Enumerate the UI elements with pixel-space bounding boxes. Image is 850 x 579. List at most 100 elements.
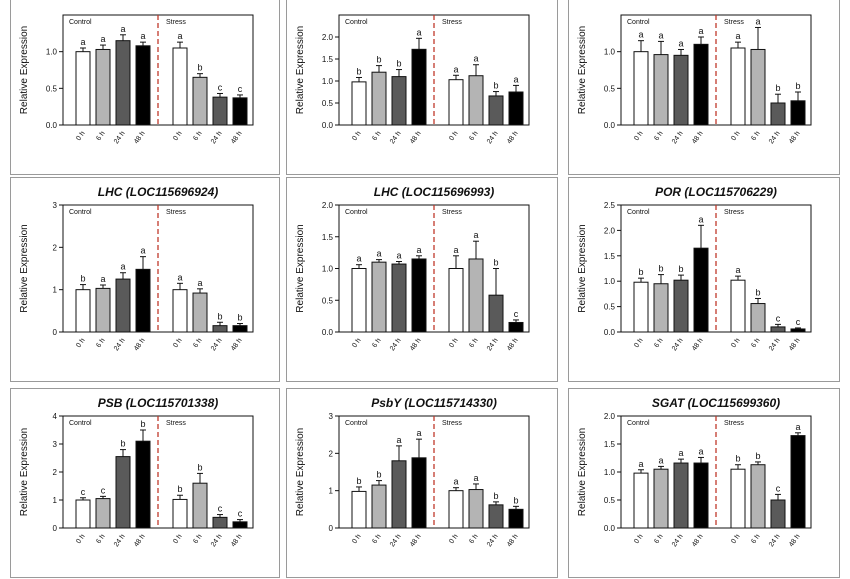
x-tick-label: 48 h (133, 337, 147, 352)
significance-letter: a (678, 38, 683, 48)
bar (411, 258, 427, 333)
y-tick-label: 1.5 (604, 440, 616, 449)
chart-svg: LHC (LOC115696993) 0.0 0.5 1.0 1.5 2.0 Relativ… (295, 185, 530, 352)
y-tick-label: 1.0 (604, 468, 616, 477)
group-label: Control (627, 420, 650, 427)
significance-letter: b (376, 55, 381, 65)
x-tick-label: 24 h (389, 337, 403, 352)
x-tick-label: 6 h (750, 130, 761, 142)
x-tick-label: 6 h (192, 130, 203, 142)
x-tick-label: 0 h (448, 533, 459, 545)
bar (351, 490, 367, 529)
significance-letter: a (80, 37, 85, 47)
x-tick-label: 24 h (768, 533, 782, 548)
group-label: Stress (442, 19, 462, 26)
chart-title: PsbY (LOC115714330) (371, 396, 497, 410)
y-tick-label: 2.0 (322, 33, 334, 42)
y-axis-label: Relative Expression (577, 224, 588, 312)
x-tick-label: 6 h (371, 337, 382, 349)
chart-title: SGAT (LOC115699360) (652, 396, 780, 410)
x-tick-label: 0 h (730, 130, 741, 142)
x-tick-label: 48 h (230, 130, 244, 145)
significance-letter: b (755, 287, 760, 297)
bar (232, 521, 248, 529)
significance-letter: a (473, 473, 478, 483)
significance-letter: c (81, 487, 86, 497)
x-tick-label: 48 h (691, 130, 705, 145)
x-tick-label: 48 h (506, 337, 520, 352)
significance-letter: b (493, 491, 498, 501)
y-axis-label: Relative Expression (577, 428, 588, 516)
significance-letter: a (453, 64, 458, 74)
significance-letter: b (120, 439, 125, 449)
significance-letter: a (376, 249, 381, 259)
y-tick-label: 2.0 (604, 412, 616, 421)
y-tick-label: 0.0 (604, 121, 616, 130)
significance-letter: a (416, 245, 421, 255)
significance-letter: b (217, 311, 222, 321)
significance-letter: a (735, 265, 740, 275)
x-tick-label: 24 h (486, 130, 500, 145)
y-tick-label: 1.0 (322, 265, 334, 274)
bar (212, 516, 228, 529)
chart-panel: 0.0 0.5 1.0 Relative Expression Control a 0 h a… (568, 0, 840, 175)
x-tick-label: 0 h (172, 337, 183, 349)
bar (192, 292, 208, 333)
bar (770, 499, 786, 529)
significance-letter: b (775, 83, 780, 93)
x-tick-label: 48 h (230, 337, 244, 352)
x-tick-label: 6 h (653, 337, 664, 349)
chart-svg: PSB (LOC115701338) 0 1 2 3 4 Relative Expressi… (19, 396, 254, 548)
x-tick-label: 0 h (75, 337, 86, 349)
bar (135, 45, 151, 126)
bar (192, 482, 208, 529)
y-tick-label: 1.0 (604, 48, 616, 57)
chart-svg: LHC (LOC115696924) 0 1 2 3 Relative Expressio… (19, 185, 254, 352)
bar (448, 490, 464, 529)
y-tick-label: 2 (53, 243, 58, 252)
bar (95, 48, 111, 126)
x-tick-label: 6 h (95, 533, 106, 545)
group-label: Stress (724, 420, 744, 427)
bar (75, 499, 91, 529)
y-axis-label: Relative Expression (295, 428, 306, 516)
chart-panel: 0.0 0.5 1.0 Relative Expression Control a 0 h a… (10, 0, 280, 175)
x-tick-label: 24 h (768, 337, 782, 352)
x-tick-label: 6 h (371, 130, 382, 142)
group-label: Control (627, 19, 650, 26)
bar (770, 326, 786, 333)
y-tick-label: 3 (53, 201, 58, 210)
bar (673, 462, 689, 529)
chart-title: POR (LOC115706229) (655, 185, 777, 199)
group-label: Control (69, 209, 92, 216)
significance-letter: a (638, 30, 643, 40)
x-tick-label: 24 h (389, 533, 403, 548)
group-label: Stress (724, 209, 744, 216)
bar (730, 468, 746, 529)
bar (488, 504, 504, 529)
bar (750, 48, 766, 126)
significance-letter: a (795, 422, 800, 432)
bar (790, 100, 806, 126)
significance-letter: a (140, 246, 145, 256)
y-tick-label: 0.5 (604, 496, 616, 505)
x-tick-label: 48 h (409, 533, 423, 548)
bar (95, 498, 111, 529)
group-label: Control (69, 420, 92, 427)
significance-letter: a (177, 31, 182, 41)
chart-svg: PsbY (LOC115714330) 0 1 2 3 Relative Expressi… (295, 396, 530, 548)
group-label: Control (345, 209, 368, 216)
chart-svg: 0.0 0.5 1.0 Relative Expression Control a 0 h a… (19, 14, 254, 145)
x-tick-label: 48 h (788, 130, 802, 145)
significance-letter: a (416, 428, 421, 438)
bar (95, 287, 111, 333)
x-tick-label: 0 h (351, 533, 362, 545)
bar (468, 258, 484, 333)
bar (135, 440, 151, 529)
chart-panel: PSB (LOC115701338) 0 1 2 3 4 Relative Expressi… (10, 388, 280, 578)
significance-letter: b (140, 419, 145, 429)
significance-letter: c (218, 82, 223, 92)
chart-title: LHC (LOC115696993) (374, 185, 495, 199)
significance-letter: a (698, 26, 703, 36)
x-tick-label: 0 h (448, 130, 459, 142)
